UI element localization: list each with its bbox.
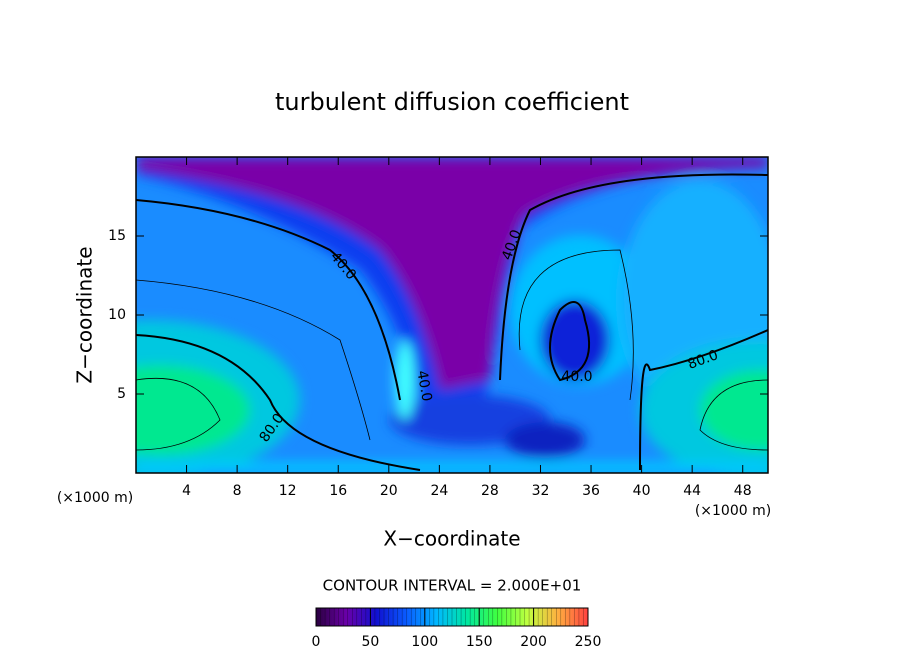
x-tick-label: 4 — [182, 483, 191, 499]
colorbar-tick-label: 200 — [520, 634, 547, 650]
y-tick-label: 10 — [108, 307, 126, 323]
x-tick-label: 32 — [532, 483, 550, 499]
contour-interval: CONTOUR INTERVAL = 2.000E+01 — [323, 577, 582, 595]
colorbar-tick-label: 0 — [312, 634, 321, 650]
x-unit-right: (×1000 m) — [695, 503, 771, 519]
y-axis-label: Z−coordinate — [73, 246, 97, 383]
x-tick-label: 20 — [380, 483, 398, 499]
colorbar-tick-label: 250 — [575, 634, 602, 650]
x-tick-label: 12 — [279, 483, 297, 499]
contour-lines — [136, 173, 768, 471]
contour-label: 40.0 — [413, 369, 434, 402]
contour-field — [136, 157, 768, 473]
x-tick-label: 8 — [233, 483, 242, 499]
colorbar-tick-label: 150 — [466, 634, 493, 650]
colorbar-tick-label: 50 — [361, 634, 379, 650]
y-tick-label: 5 — [117, 386, 126, 402]
colorbar-tick-label: 100 — [411, 634, 438, 650]
x-tick-label: 28 — [481, 483, 499, 499]
contour-label: 40.0 — [561, 369, 592, 385]
x-axis-label: X−coordinate — [383, 527, 520, 551]
x-tick-label: 48 — [734, 483, 752, 499]
x-tick-label: 16 — [329, 483, 347, 499]
x-tick-label: 24 — [430, 483, 448, 499]
x-unit-left: (×1000 m) — [57, 490, 133, 506]
x-tick-label: 36 — [582, 483, 600, 499]
chart-title: turbulent diffusion coefficient — [275, 88, 629, 116]
x-tick-label: 44 — [683, 483, 701, 499]
x-tick-label: 40 — [633, 483, 651, 499]
y-tick-label: 15 — [108, 228, 126, 244]
